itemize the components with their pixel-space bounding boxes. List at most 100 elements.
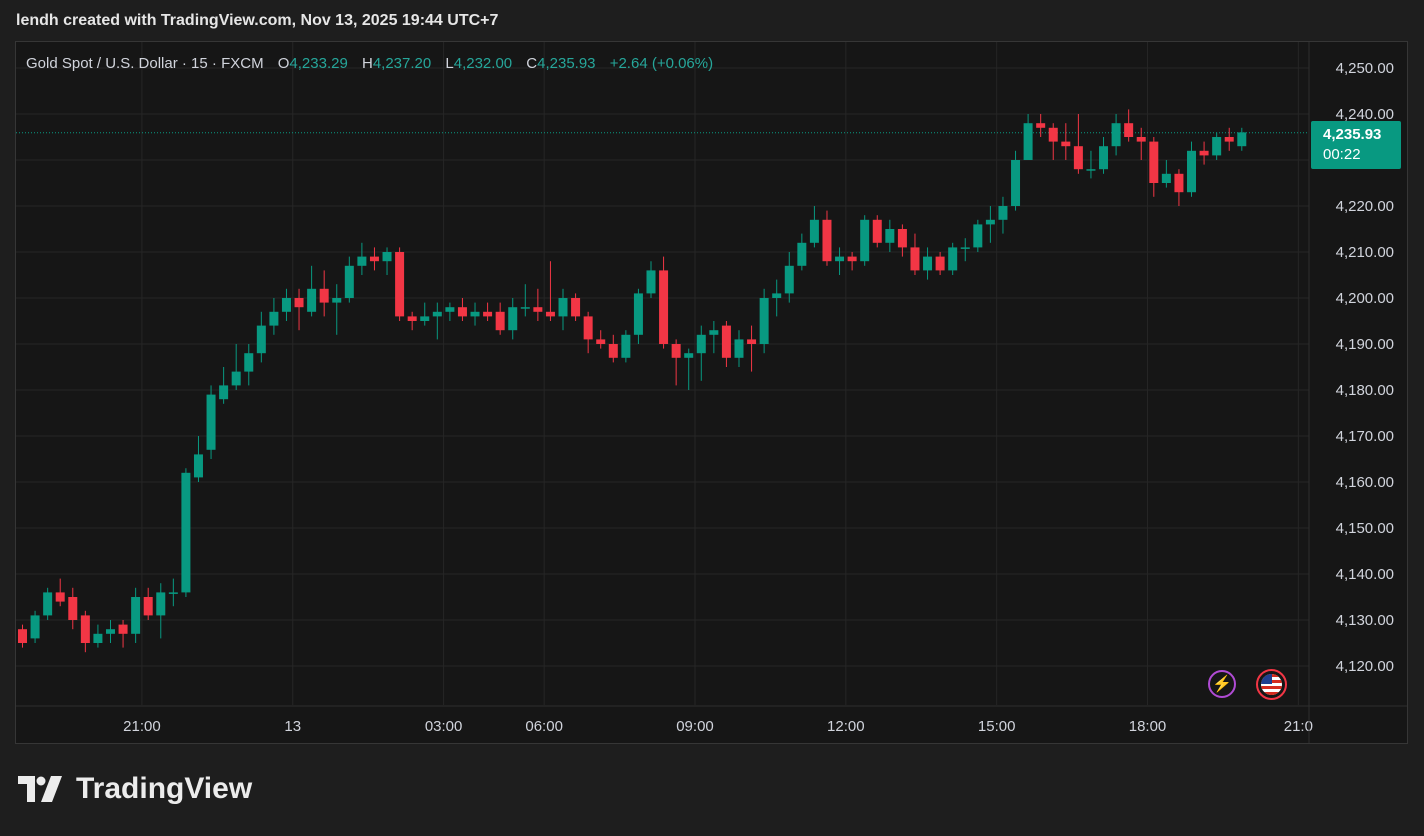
candle-body <box>1099 146 1109 170</box>
candle-body <box>822 219 832 262</box>
candle-body <box>1086 169 1096 171</box>
candle-body <box>1149 141 1159 183</box>
y-tick-label: 4,170.00 <box>1336 428 1394 445</box>
candle-body <box>759 298 769 344</box>
lightning-icon[interactable]: ⚡ <box>1208 670 1236 698</box>
candle-body <box>671 344 681 358</box>
candle-body <box>55 592 65 602</box>
candle-body <box>1224 137 1234 142</box>
candle-body <box>1174 173 1184 193</box>
candle-body <box>1048 127 1058 142</box>
brand-name: TradingView <box>76 772 253 805</box>
candle-body <box>395 252 405 317</box>
candle-body <box>118 624 128 634</box>
y-tick-label: 4,150.00 <box>1336 520 1394 537</box>
candle-body <box>1187 150 1197 193</box>
candle-body <box>93 633 103 643</box>
candle-body <box>131 597 141 634</box>
x-tick-label: 13 <box>284 718 301 735</box>
candle-body <box>332 298 342 303</box>
legend-close: 4,235.93 <box>537 55 596 72</box>
candle-body <box>1073 146 1083 170</box>
candle-body <box>1161 173 1171 183</box>
candle-body <box>709 330 719 335</box>
legend-open: 4,233.29 <box>289 55 348 72</box>
tradingview-logo-icon <box>18 776 62 802</box>
candle-body <box>734 339 744 358</box>
candle-body <box>646 270 656 294</box>
candle-body <box>1212 137 1222 156</box>
candle-body <box>1111 123 1121 147</box>
candle-body <box>621 334 631 358</box>
x-tick-label: 18:00 <box>1129 718 1167 735</box>
candle-body <box>860 219 870 262</box>
candle-body <box>43 592 53 616</box>
legend-change: +2.64 (+0.06%) <box>609 55 714 72</box>
y-tick-label: 4,240.00 <box>1336 106 1394 123</box>
candle-body <box>256 325 266 354</box>
candle-body <box>847 256 857 262</box>
candle-body <box>294 298 304 308</box>
tradingview-logo: TradingView <box>18 772 252 806</box>
candle-body <box>80 615 90 643</box>
candle-body <box>269 311 279 326</box>
x-tick-label: 21:0 <box>1284 718 1313 735</box>
us-flag-icon[interactable] <box>1256 669 1287 700</box>
candle-body <box>244 353 254 372</box>
candle-body <box>659 270 669 344</box>
chart-pane[interactable] <box>15 41 1408 744</box>
candle-body <box>948 247 958 271</box>
legend-high-label: H <box>361 55 373 72</box>
candle-body <box>533 307 543 312</box>
last-price-label: 4,235.93 00:22 <box>1311 121 1401 169</box>
x-tick-label: 03:00 <box>425 718 463 735</box>
y-tick-label: 4,180.00 <box>1336 382 1394 399</box>
x-tick-label: 12:00 <box>827 718 865 735</box>
y-tick-label: 4,220.00 <box>1336 198 1394 215</box>
candle-body <box>897 229 907 248</box>
us-flag-graphic <box>1261 674 1282 695</box>
candle-body <box>168 592 178 594</box>
candle-body <box>809 219 819 243</box>
candle-body <box>1136 137 1146 142</box>
symbol-legend: Gold Spot / U.S. Dollar · 15 · FXCM O4,2… <box>26 55 713 72</box>
candle-body <box>923 256 933 271</box>
y-tick-label: 4,200.00 <box>1336 290 1394 307</box>
candle-body <box>68 597 78 620</box>
candle-body <box>457 307 467 317</box>
x-tick-label: 15:00 <box>978 718 1016 735</box>
candle-body <box>545 311 555 317</box>
candle-body <box>935 256 945 271</box>
candle-body <box>382 252 392 262</box>
candle-body <box>520 307 530 309</box>
candle-body <box>181 472 191 593</box>
candle-body <box>319 288 329 303</box>
candle-body <box>156 592 166 616</box>
candle-body <box>1199 150 1209 156</box>
candle-body <box>206 394 216 450</box>
candle-body <box>483 311 493 317</box>
bar-countdown: 00:22 <box>1323 146 1361 163</box>
candle-body <box>797 242 807 266</box>
candle-body <box>596 339 606 344</box>
candle-body <box>407 316 417 321</box>
candle-body <box>583 316 593 340</box>
candle-body <box>985 219 995 225</box>
candle-body <box>910 247 920 271</box>
candle-body <box>571 298 581 317</box>
y-tick-label: 4,140.00 <box>1336 566 1394 583</box>
candle-body <box>30 615 40 639</box>
y-tick-label: 4,160.00 <box>1336 474 1394 491</box>
candle-body <box>1011 160 1021 206</box>
candle-body <box>1237 132 1247 147</box>
candle-body <box>219 385 229 400</box>
candle-body <box>432 311 442 317</box>
y-tick-label: 4,190.00 <box>1336 336 1394 353</box>
candle-body <box>420 316 430 321</box>
candle-body <box>835 256 845 262</box>
candle-body <box>445 307 455 312</box>
legend-open-label: O <box>277 55 290 72</box>
legend-symbol[interactable]: Gold Spot / U.S. Dollar · 15 · FXCM <box>26 55 264 72</box>
candle-body <box>1124 123 1134 137</box>
